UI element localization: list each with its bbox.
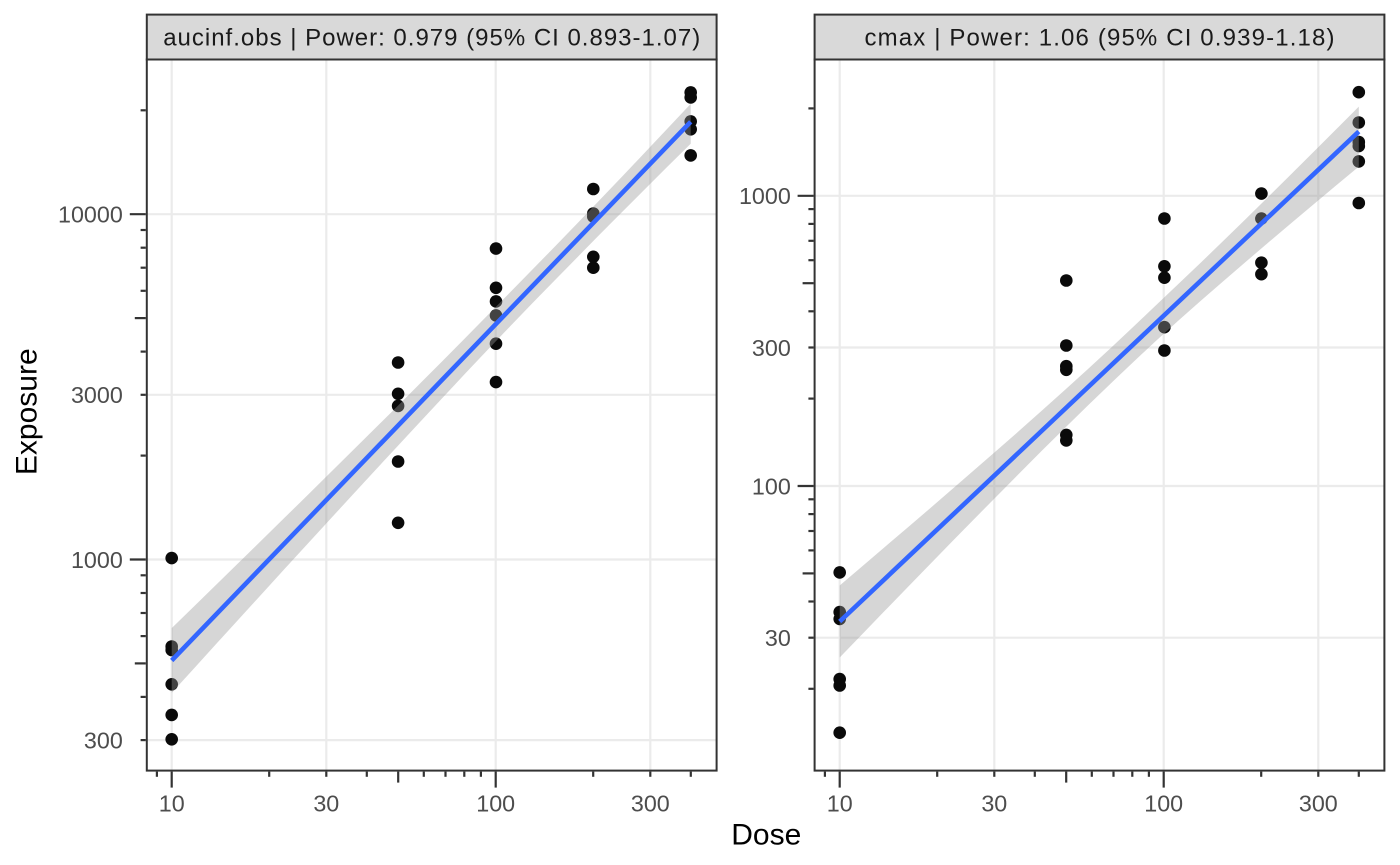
svg-text:aucinf.obs | Power: 0.979 (95%: aucinf.obs | Power: 0.979 (95% CI 0.893-… bbox=[163, 24, 700, 51]
svg-text:3000: 3000 bbox=[71, 382, 123, 408]
svg-text:10: 10 bbox=[159, 790, 185, 816]
svg-text:300: 300 bbox=[1299, 790, 1338, 816]
svg-text:1000: 1000 bbox=[71, 547, 123, 573]
svg-text:10000: 10000 bbox=[58, 202, 123, 228]
svg-text:300: 300 bbox=[752, 335, 791, 361]
svg-text:30: 30 bbox=[981, 790, 1007, 816]
svg-text:100: 100 bbox=[752, 473, 791, 499]
svg-text:10: 10 bbox=[827, 790, 853, 816]
svg-text:cmax | Power: 1.06 (95% CI 0.9: cmax | Power: 1.06 (95% CI 0.939-1.18) bbox=[865, 24, 1335, 51]
svg-text:300: 300 bbox=[631, 790, 670, 816]
svg-text:100: 100 bbox=[1144, 790, 1183, 816]
svg-text:Exposure: Exposure bbox=[11, 348, 44, 475]
svg-text:100: 100 bbox=[476, 790, 515, 816]
svg-text:300: 300 bbox=[84, 727, 123, 753]
svg-text:30: 30 bbox=[313, 790, 339, 816]
svg-text:1000: 1000 bbox=[739, 183, 791, 209]
svg-text:30: 30 bbox=[765, 625, 791, 651]
svg-text:Dose: Dose bbox=[731, 818, 801, 851]
